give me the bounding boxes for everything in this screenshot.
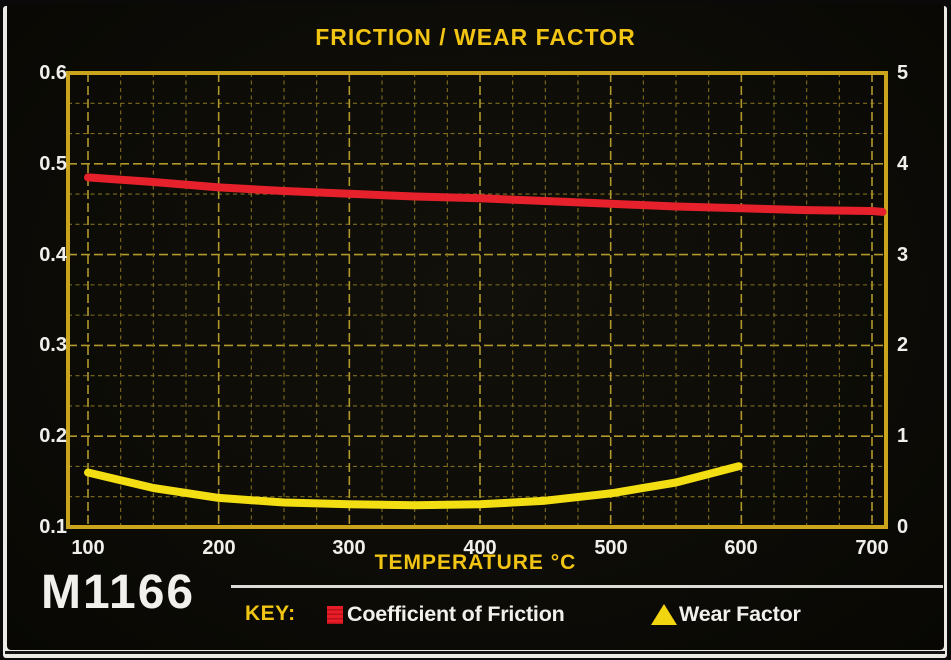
x-axis-tick: 500 xyxy=(594,537,628,559)
x-axis-tick: 400 xyxy=(463,537,497,559)
right-axis-tick: 1 xyxy=(897,425,909,447)
x-axis-tick: 200 xyxy=(202,537,236,559)
x-axis-tick: 600 xyxy=(724,537,758,559)
legend-entry-coefficient-of-friction: Coefficient of Friction xyxy=(347,602,565,626)
left-axis-tick: 0.2 xyxy=(39,425,67,447)
model-code: M1166 xyxy=(41,566,196,619)
right-axis-tick: 5 xyxy=(897,62,909,84)
chart-title: FRICTION / WEAR FACTOR xyxy=(315,24,636,50)
coefficient-of-friction-line xyxy=(84,173,887,216)
x-axis-label: TEMPERATURE °C xyxy=(374,551,577,574)
right-axis-tick: 3 xyxy=(897,244,909,266)
friction-wear-chart xyxy=(66,71,888,529)
plot-border xyxy=(66,71,888,529)
chart-card: FRICTION / WEAR FACTOR 0.6 0.5 0.4 0.3 0… xyxy=(7,3,944,650)
coefficient-of-friction-square-icon xyxy=(327,606,343,624)
left-axis-tick: 0.5 xyxy=(39,153,67,175)
separator-rule xyxy=(231,585,943,588)
wear-factor-triangle-icon xyxy=(651,604,677,625)
right-axis-tick: 2 xyxy=(897,334,909,356)
right-axis-tick: 0 xyxy=(897,516,909,538)
right-axis-tick: 4 xyxy=(897,153,909,175)
left-axis-tick: 0.1 xyxy=(39,516,67,538)
left-axis-tick: 0.4 xyxy=(39,244,67,266)
left-axis-tick: 0.3 xyxy=(39,334,67,356)
x-axis-tick: 700 xyxy=(855,537,889,559)
x-axis-tick: 100 xyxy=(71,537,105,559)
x-axis-tick: 300 xyxy=(332,537,366,559)
legend-entry-wear-factor: Wear Factor xyxy=(679,602,801,626)
wear-factor-line xyxy=(84,462,743,510)
key-label: KEY: xyxy=(245,602,296,625)
left-axis-tick: 0.6 xyxy=(39,62,67,84)
scan-edge-line xyxy=(5,651,945,654)
legend: KEY: Coefficient of Friction Wear Factor xyxy=(7,600,944,634)
